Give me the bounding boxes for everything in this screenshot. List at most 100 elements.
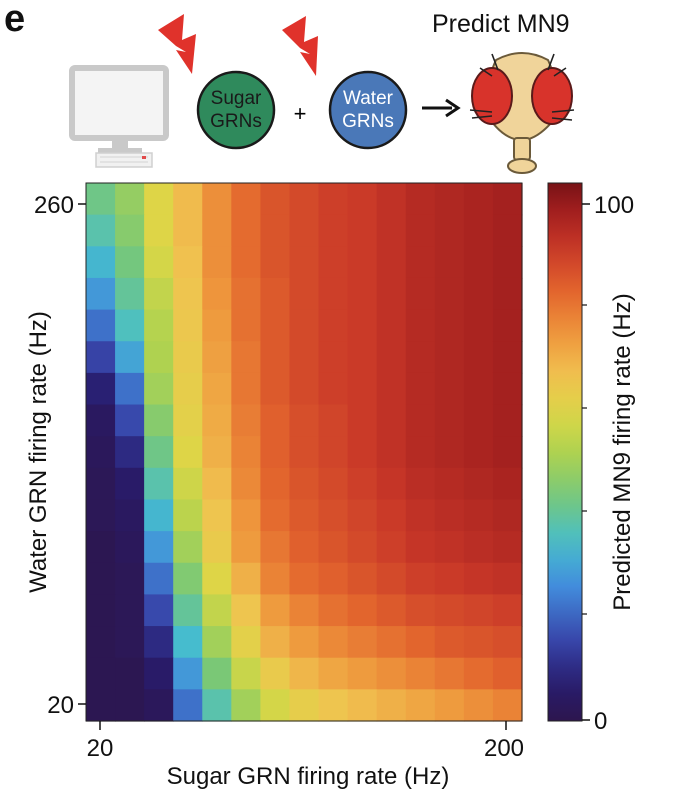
heatmap-cell-r10-c6 (260, 499, 291, 532)
heatmap-cell-r11-c4 (202, 531, 232, 564)
heatmap-cell-r1-c6 (260, 214, 291, 247)
fly-head-icon (469, 52, 575, 174)
heatmap-cell-r3-c0 (86, 277, 116, 311)
heatmap-cell-r1-c2 (144, 214, 174, 247)
heatmap-cell-r7-c12 (434, 404, 465, 437)
computer-icon (69, 65, 169, 168)
heatmap-cell-r13-c5 (231, 594, 261, 627)
heatmap-cell-r4-c4 (202, 309, 232, 342)
heatmap-cell-r11-c14 (492, 531, 523, 564)
heatmap-cell-r14-c12 (434, 626, 465, 659)
heatmap-cell-r13-c13 (463, 594, 494, 627)
heatmap-cell-r13-c6 (260, 594, 291, 627)
heatmap-cell-r12-c13 (463, 562, 494, 596)
heatmap-cell-r4-c2 (144, 309, 174, 342)
heatmap-cell-r13-c2 (144, 594, 174, 627)
heatmap-cell-r7-c7 (289, 404, 320, 437)
heatmap-cell-r10-c9 (347, 499, 378, 532)
heatmap-cell-r9-c12 (434, 467, 465, 501)
heatmap-cell-r12-c6 (260, 562, 291, 596)
heatmap-cell-r14-c0 (86, 626, 116, 659)
heatmap-cell-r0-c11 (405, 183, 436, 216)
heatmap-cell-r11-c0 (86, 531, 116, 564)
x-tick-label-200: 200 (484, 735, 524, 762)
heatmap-cell-r6-c3 (173, 372, 203, 406)
heatmap-cell-r13-c3 (173, 594, 203, 627)
heatmap-cell-r6-c8 (318, 372, 349, 406)
heatmap-cell-r14-c2 (144, 626, 174, 659)
heatmap-cell-r10-c14 (492, 499, 523, 532)
water-label-line1: Water (343, 88, 394, 109)
heatmap-cell-r2-c6 (260, 246, 291, 279)
heatmap-cell-r6-c4 (202, 372, 232, 406)
heatmap-cell-r0-c1 (115, 183, 145, 216)
heatmap-cell-r13-c9 (347, 594, 378, 627)
heatmap-cell-r1-c7 (289, 214, 320, 247)
heatmap-cell-r2-c13 (463, 246, 494, 279)
heatmap-cell-r8-c5 (231, 436, 261, 469)
heatmap-cell-r0-c4 (202, 183, 232, 216)
heatmap-cell-r2-c4 (202, 246, 232, 279)
heatmap-cell-r6-c9 (347, 372, 378, 406)
heatmap-cell-r15-c0 (86, 657, 116, 690)
heatmap-cell-r6-c2 (144, 372, 174, 406)
heatmap-cell-r7-c8 (318, 404, 349, 437)
heatmap-cell-r5-c6 (260, 341, 291, 374)
heatmap-cell-r0-c3 (173, 183, 203, 216)
heatmap-cell-r11-c12 (434, 531, 465, 564)
heatmap-cell-r3-c3 (173, 277, 203, 311)
x-axis: 20 200 Sugar GRN firing rate (Hz) (87, 721, 524, 790)
heatmap-cell-r1-c9 (347, 214, 378, 247)
heatmap-cell-r4-c6 (260, 309, 291, 342)
heatmap-cell-r2-c1 (115, 246, 145, 279)
heatmap-cell-r3-c2 (144, 277, 174, 311)
heatmap-cell-r16-c3 (173, 689, 203, 722)
heatmap-cell-r5-c14 (492, 341, 523, 374)
heatmap-grid (86, 183, 523, 722)
heatmap-cell-r8-c12 (434, 436, 465, 469)
heatmap-frame (85, 182, 523, 722)
heatmap-cell-r15-c1 (115, 657, 145, 690)
heatmap-cell-r0-c5 (231, 183, 261, 216)
heatmap-cell-r13-c10 (376, 594, 407, 627)
heatmap-cell-r8-c1 (115, 436, 145, 469)
heatmap-cell-r6-c12 (434, 372, 465, 406)
heatmap-cell-r12-c12 (434, 562, 465, 596)
heatmap-cell-r10-c10 (376, 499, 407, 532)
heatmap-cell-r14-c13 (463, 626, 494, 659)
heatmap-cell-r15-c7 (289, 657, 320, 690)
sugar-grn-node: Sugar GRNs (196, 70, 276, 150)
heatmap-cell-r4-c7 (289, 309, 320, 342)
cbar-tick-label-100: 100 (594, 192, 634, 219)
heatmap-cell-r16-c10 (376, 689, 407, 722)
heatmap-cell-r16-c7 (289, 689, 320, 722)
heatmap-cell-r4-c11 (405, 309, 436, 342)
heatmap-cell-r15-c5 (231, 657, 261, 690)
heatmap-cell-r11-c1 (115, 531, 145, 564)
heatmap-cell-r11-c13 (463, 531, 494, 564)
predict-mn9-title: Predict MN9 (432, 10, 570, 38)
heatmap-cell-r6-c13 (463, 372, 494, 406)
heatmap-cell-r9-c6 (260, 467, 291, 501)
heatmap-cell-r8-c4 (202, 436, 232, 469)
heatmap-cell-r15-c6 (260, 657, 291, 690)
heatmap-cell-r1-c0 (86, 214, 116, 247)
heatmap-cell-r4-c14 (492, 309, 523, 342)
heatmap-cell-r15-c8 (318, 657, 349, 690)
heatmap-cell-r4-c13 (463, 309, 494, 342)
heatmap-cell-r10-c13 (463, 499, 494, 532)
heatmap-cell-r0-c7 (289, 183, 320, 216)
heatmap-cell-r15-c11 (405, 657, 436, 690)
heatmap-cell-r6-c14 (492, 372, 523, 406)
heatmap-cell-r0-c10 (376, 183, 407, 216)
heatmap-cell-r11-c5 (231, 531, 261, 564)
heatmap-cell-r13-c12 (434, 594, 465, 627)
heatmap-cell-r9-c9 (347, 467, 378, 501)
heatmap-cell-r6-c7 (289, 372, 320, 406)
heatmap-cell-r1-c4 (202, 214, 232, 247)
heatmap-cell-r13-c1 (115, 594, 145, 627)
heatmap-cell-r0-c9 (347, 183, 378, 216)
heatmap-cell-r3-c13 (463, 277, 494, 311)
colorbar-title: Predicted MN9 firing rate (Hz) (609, 293, 636, 610)
heatmap-cell-r9-c7 (289, 467, 320, 501)
